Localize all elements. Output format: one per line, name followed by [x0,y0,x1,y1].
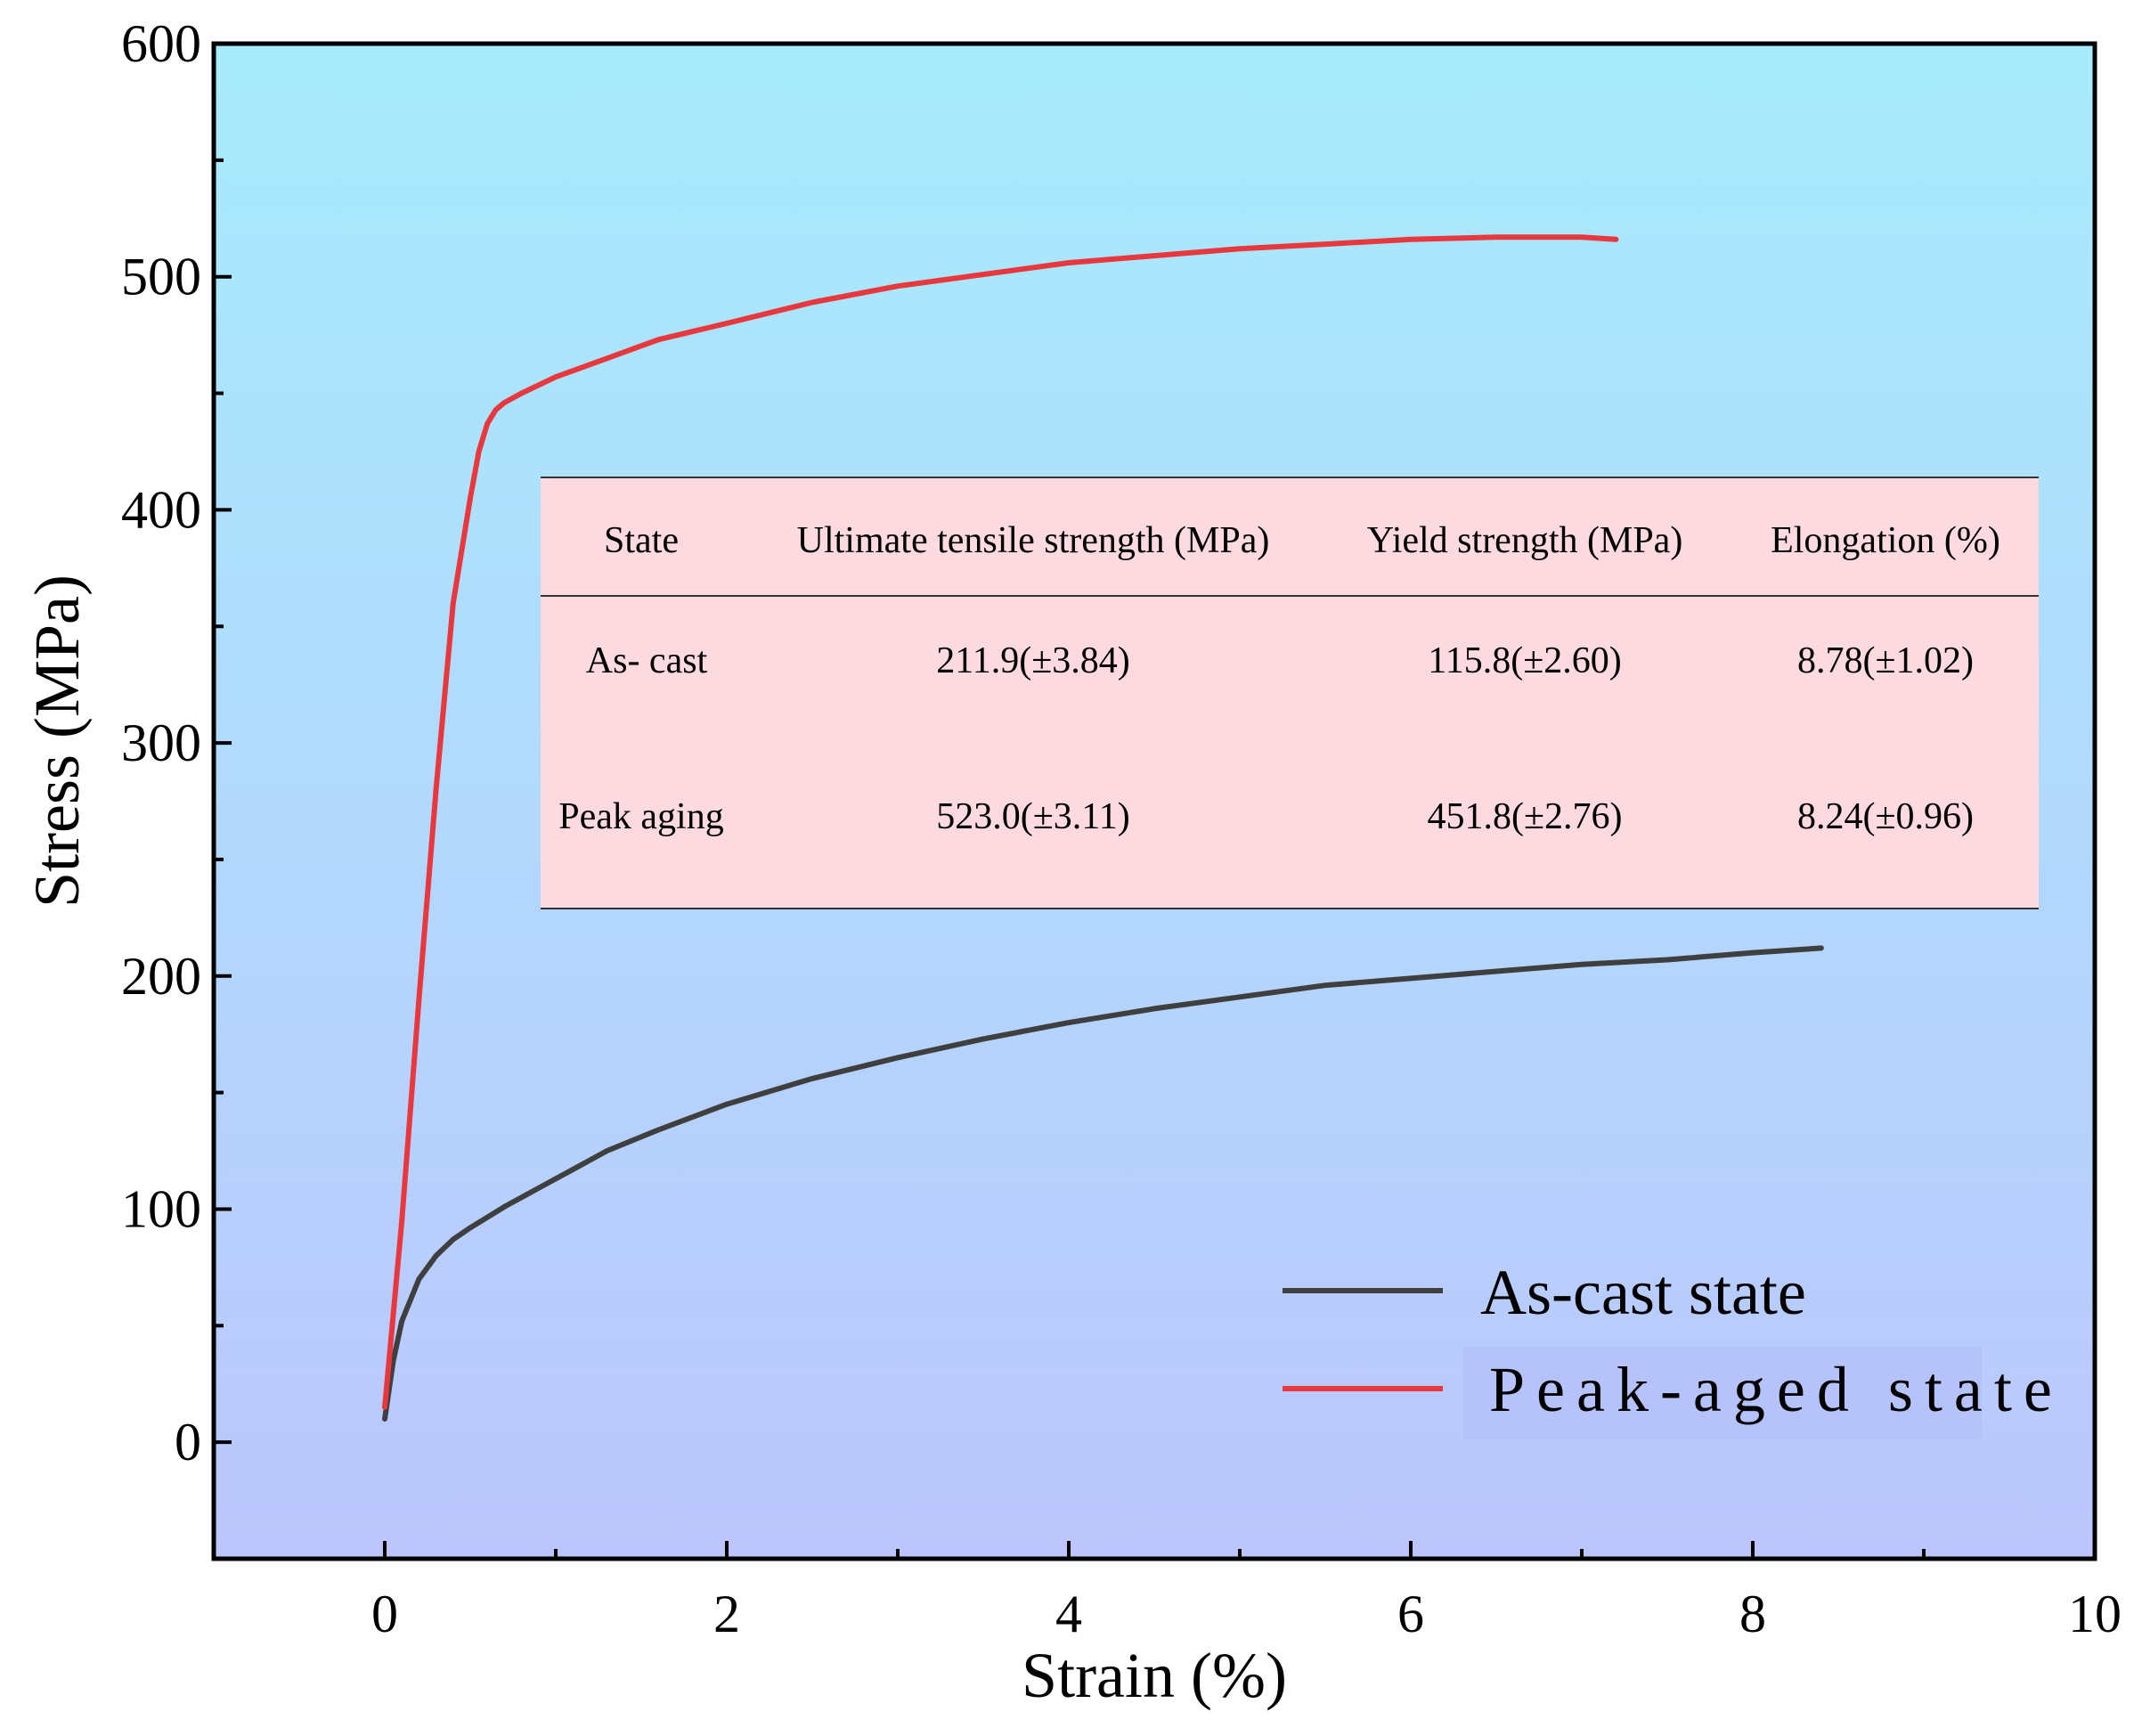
legend: As-cast state Peak-aged state [1283,1257,2064,1439]
y-tick-label: 100 [121,1179,201,1238]
properties-table: State Ultimate tensile strength (MPa) Yi… [541,477,2039,909]
y-tick-label: 600 [121,14,201,73]
table-cell-elongation: 8.24(±0.96) [1797,796,1974,837]
legend-label-as-cast: As-cast state [1480,1257,1806,1328]
table-header-yield: Yield strength (MPa) [1367,520,1683,561]
table-cell-uts: 523.0(±3.11) [936,796,1129,837]
x-tick-label: 6 [1397,1585,1424,1643]
y-axis-ticks: 0 100 200 300 400 500 600 [121,14,232,1561]
x-tick-label: 2 [713,1585,740,1643]
table-cell-state: Peak aging [558,796,723,837]
legend-label-highlight [1463,1347,1982,1439]
x-tick-label: 0 [371,1585,398,1643]
table-header-uts: Ultimate tensile strength (MPa) [797,520,1270,561]
table-cell-yield: 115.8(±2.60) [1428,640,1621,681]
table-cell-elongation: 8.78(±1.02) [1797,640,1974,681]
table-cell-uts: 211.9(±3.84) [936,640,1129,681]
y-tick-label: 200 [121,947,201,1006]
x-axis-ticks: 0 2 4 6 8 10 [212,1541,2122,1643]
series-line-peak-aged-state [382,234,1619,1410]
legend-label-peak-aged: Peak-aged state [1489,1354,2064,1425]
y-axis-title: Stress (MPa) [21,575,93,908]
x-tick-label: 4 [1055,1585,1082,1643]
table-background [541,477,2039,909]
series-line-as-cast-state [382,945,1824,1422]
table-header-state: State [604,520,679,561]
series-layer [382,234,1824,1422]
y-tick-label: 500 [121,248,201,306]
y-tick-label: 400 [121,480,201,539]
x-tick-label: 10 [2068,1585,2122,1643]
x-axis-title: Strain (%) [1022,1640,1287,1711]
x-tick-label: 8 [1739,1585,1766,1643]
y-tick-label: 0 [175,1413,201,1471]
table-header-elongation: Elongation (%) [1771,520,2000,561]
table-cell-state: As- cast [586,640,708,681]
axis-frame [211,41,2097,1561]
y-tick-label: 300 [121,713,201,772]
table-cell-yield: 451.8(±2.76) [1427,796,1622,837]
